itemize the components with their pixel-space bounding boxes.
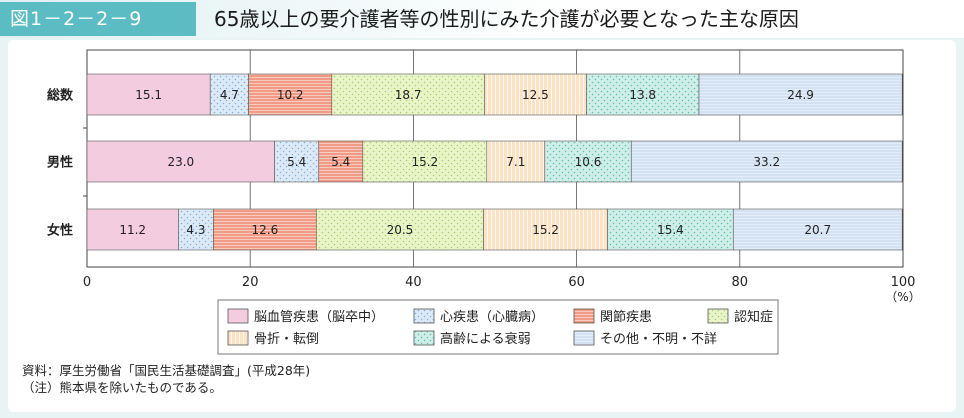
bar-segment xyxy=(209,73,249,116)
bar-segment xyxy=(248,73,333,116)
bar-segment xyxy=(483,208,608,251)
legend-item: 高齢による衰弱 xyxy=(413,330,531,347)
data-label: 5.4 xyxy=(331,155,350,169)
legend-swatch xyxy=(573,308,595,324)
bar-segment xyxy=(732,208,903,251)
footnote: （注）熊本県を除いたものである。 xyxy=(22,380,222,395)
data-label: 4.3 xyxy=(186,223,205,237)
x-tick-label: 0 xyxy=(83,275,91,290)
data-label: 5.4 xyxy=(287,155,306,169)
legend-label: 骨折・転倒 xyxy=(254,332,319,347)
bars-layer: 15.1 4.7 10.2 18.7 12.5 13.8 24.9 23.0 5.4 5.4 15.… xyxy=(86,73,903,251)
data-label: 20.7 xyxy=(804,223,831,237)
x-tick-label: 40 xyxy=(405,275,422,290)
data-label: 4.7 xyxy=(220,88,239,102)
data-label: 11.2 xyxy=(119,223,146,237)
notes: 資料：厚生労働省「国民生活基礎調査」(平成28年) （注）熊本県を除いたものであ… xyxy=(22,362,310,396)
data-label: 15.2 xyxy=(411,155,438,169)
data-label: 33.2 xyxy=(753,155,780,169)
data-label: 23.0 xyxy=(167,155,194,169)
legend-label: 関節疾患 xyxy=(600,310,652,325)
legend-label: その他・不明・不詳 xyxy=(600,331,717,347)
legend-item: 脳血管疾患（脳卒中） xyxy=(227,308,384,325)
bar-segment xyxy=(331,73,485,116)
legend-label: 認知症 xyxy=(734,309,773,325)
data-label: 15.4 xyxy=(657,223,684,237)
bar-segment xyxy=(178,208,214,251)
legend-label: 高齢による衰弱 xyxy=(440,331,531,347)
bar-segment xyxy=(362,140,488,183)
legend-swatch xyxy=(573,330,595,346)
legend-swatch xyxy=(413,308,435,324)
legend-label: 心疾患（心臓病） xyxy=(440,310,544,325)
x-tick-label: 20 xyxy=(242,275,259,290)
x-tick-label: 100 xyxy=(891,275,916,290)
legend-swatch xyxy=(227,308,249,324)
data-label: 13.8 xyxy=(629,88,656,102)
data-label: 18.7 xyxy=(395,88,422,102)
legend-item: 認知症 xyxy=(707,308,773,325)
legend-label: 脳血管疾患（脳卒中） xyxy=(254,310,384,325)
bar-row: 11.2 4.3 12.6 20.5 15.2 15.4 20.7 xyxy=(86,208,903,251)
bar-segment xyxy=(213,208,317,251)
data-label: 12.5 xyxy=(522,88,549,102)
category-label: 総数 xyxy=(47,88,74,104)
data-label: 7.1 xyxy=(506,155,525,169)
bar-segment xyxy=(698,73,903,116)
bar-row: 23.0 5.4 5.4 15.2 7.1 10.6 33.2 xyxy=(86,140,903,183)
legend-item: 関節疾患 xyxy=(573,308,652,325)
bar-segment xyxy=(586,73,700,116)
data-label: 15.1 xyxy=(135,88,162,102)
legend-item: その他・不明・不詳 xyxy=(573,330,717,347)
data-label: 10.6 xyxy=(575,155,602,169)
bar-segment xyxy=(315,208,484,251)
category-label: 男性 xyxy=(47,155,73,171)
figure-label: 図1－2－2－9 xyxy=(0,2,196,36)
category-label: 女性 xyxy=(47,223,73,239)
bar-segment xyxy=(630,140,903,183)
legend-swatch xyxy=(707,308,729,324)
bar-segment xyxy=(86,208,179,251)
x-tick-label: 60 xyxy=(568,275,585,290)
x-unit-label: （%） xyxy=(885,290,920,304)
bar-segment xyxy=(318,140,364,183)
legend-swatch xyxy=(227,330,249,346)
bar-segment xyxy=(274,140,320,183)
x-tick-label: 80 xyxy=(732,275,749,290)
data-label: 24.9 xyxy=(787,88,814,102)
bar-segment xyxy=(86,73,211,116)
data-label: 20.5 xyxy=(387,223,414,237)
legend-item: 心疾患（心臓病） xyxy=(413,308,544,325)
data-label: 12.6 xyxy=(252,223,279,237)
legend-swatch xyxy=(413,330,435,346)
legend-box xyxy=(217,299,779,355)
header: 図1－2－2－9 65歳以上の要介護者等の性別にみた介護が必要となった主な原因 xyxy=(0,0,964,38)
chart-title: 65歳以上の要介護者等の性別にみた介護が必要となった主な原因 xyxy=(214,7,799,31)
bar-segment xyxy=(86,140,275,183)
data-label: 15.2 xyxy=(532,223,559,237)
bar-segment xyxy=(544,140,632,183)
bar-row: 15.1 4.7 10.2 18.7 12.5 13.8 24.9 xyxy=(86,73,903,116)
data-label: 10.2 xyxy=(277,88,304,102)
bar-segment xyxy=(486,140,546,183)
bar-segment xyxy=(607,208,734,251)
legend-item: 骨折・転倒 xyxy=(227,330,319,347)
source-note: 資料：厚生労働省「国民生活基礎調査」(平成28年) xyxy=(22,363,311,378)
